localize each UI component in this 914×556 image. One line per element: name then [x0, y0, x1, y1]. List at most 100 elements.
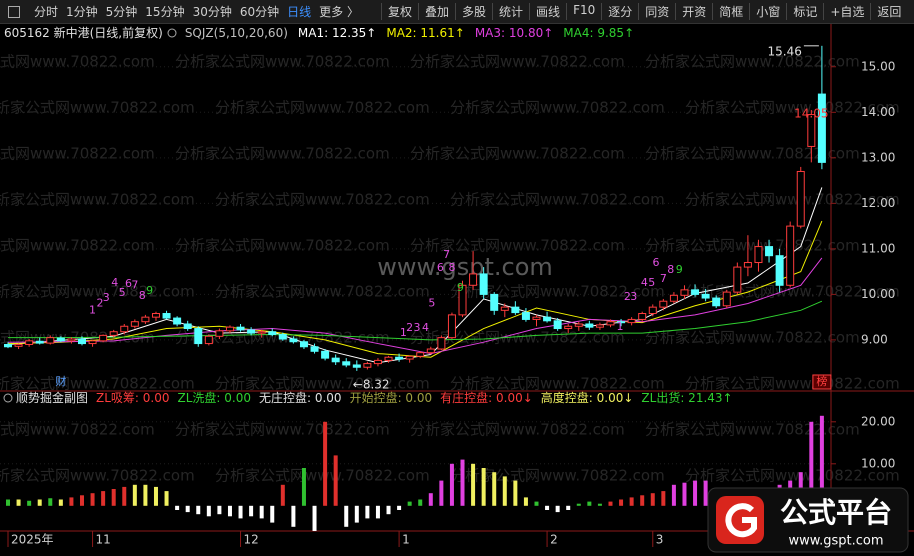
candle-body — [373, 359, 382, 365]
candle-body — [691, 289, 700, 295]
candle-body — [215, 330, 224, 337]
tool-button[interactable]: 简框 — [712, 3, 749, 20]
candle-body — [796, 170, 805, 227]
candle-body — [595, 324, 604, 328]
tool-button[interactable]: 小窗 — [749, 3, 786, 20]
candle-body — [46, 337, 55, 344]
histogram-bar — [227, 505, 232, 517]
histogram-bar — [164, 491, 169, 506]
tool-button[interactable]: 叠加 — [418, 3, 455, 20]
tool-button[interactable]: F10 — [566, 3, 601, 20]
histogram-bar — [534, 501, 539, 506]
histogram-bar — [323, 421, 328, 506]
histogram-bar — [175, 505, 180, 510]
sub-legend: 顺势掘金副图 ZL吸筹: 0.00 ZL洗盘: 0.00 无庄控盘: 0.00 开始控盘… — [16, 390, 733, 405]
x-tick-label: 11 — [96, 533, 111, 547]
legend-entry: 开始控盘: 0.00 — [350, 390, 433, 405]
period-tab[interactable]: 60分钟 — [239, 5, 280, 19]
period-tab[interactable]: 日线 — [287, 5, 312, 19]
signal-label: 5 — [119, 286, 126, 299]
watermark: 分析家公式网www.70822.com — [215, 283, 430, 301]
watermark: 分析家公式网www.70822.com — [410, 237, 625, 255]
tool-button[interactable]: 逐分 — [601, 3, 638, 20]
histogram-bar — [153, 486, 158, 506]
histogram-bar — [69, 497, 74, 506]
signal-label: 6 — [125, 277, 132, 290]
legend-entry: ZL出货: 21.43↑ — [641, 390, 732, 405]
watermark: 分析家公式网www.70822.com — [410, 421, 625, 439]
period-tab[interactable]: 15分钟 — [145, 5, 185, 19]
legend-entry: MA3: 10.80↑ — [475, 26, 553, 40]
signal-label: 7 — [131, 278, 138, 291]
candle-body — [648, 306, 657, 315]
candle-body — [659, 300, 668, 308]
y-tick-label: 15.00 — [861, 59, 895, 73]
sub-title: 顺势掘金副图 — [16, 390, 88, 405]
candle-body — [25, 340, 34, 345]
candle-body — [817, 93, 826, 163]
tool-button[interactable]: 复权 — [380, 3, 418, 20]
signal-label: 2 — [406, 321, 413, 334]
period-tab[interactable]: 5分钟 — [105, 5, 138, 19]
candle-body — [627, 318, 636, 324]
candle-body — [278, 333, 287, 340]
tool-button[interactable]: 多股 — [455, 3, 492, 20]
period-tab[interactable]: 分时 — [34, 5, 59, 19]
histogram-bar — [566, 505, 571, 510]
candle-body — [701, 293, 710, 299]
tool-button[interactable]: 统计 — [492, 3, 529, 20]
tool-button[interactable]: 标记 — [786, 3, 823, 20]
candle-body — [574, 323, 583, 327]
y-tick-label: 12.00 — [861, 196, 895, 210]
candle-body — [173, 317, 182, 325]
signal-label: 6 — [652, 256, 659, 269]
logo-title: 公式平台 — [780, 496, 892, 529]
histogram-bar — [48, 498, 53, 506]
tool-button[interactable]: 画线 — [529, 3, 566, 20]
y-tick-label: 10.00 — [861, 456, 895, 470]
histogram-bar — [354, 505, 359, 523]
watermark: 分析家公式网www.70822.com — [450, 191, 665, 209]
signal-label: 8 — [448, 261, 455, 274]
watermark: 分析家公式网www.70822.com — [645, 329, 860, 347]
marker-box — [812, 374, 832, 390]
candle-body — [4, 343, 12, 348]
period-tab[interactable]: 更多 〉 — [319, 5, 359, 19]
watermark: 分析家公式网www.70822.com — [215, 99, 430, 117]
candle-body — [606, 321, 615, 326]
period-tab[interactable]: 1分钟 — [66, 5, 98, 19]
candle-body — [225, 326, 234, 332]
candle-body — [416, 352, 425, 357]
y-tick-label: 20.00 — [861, 414, 895, 428]
histogram-bar — [449, 463, 454, 506]
watermark: 分析家公式网www.70822.com — [175, 53, 390, 71]
candle-body — [743, 262, 752, 268]
menu-icon[interactable] — [8, 5, 20, 18]
period-tab[interactable]: 30分钟 — [192, 5, 232, 19]
watermark: 分析家公式网www.70822.com — [0, 237, 155, 255]
histogram-bar — [185, 505, 190, 513]
histogram-bar — [58, 499, 63, 506]
watermark: 分析家公式网www.70822.com — [450, 283, 665, 301]
histogram-bar — [79, 495, 84, 506]
candle-body — [162, 313, 171, 319]
watermark: 分析家公式网www.70822.com — [410, 53, 625, 71]
candle-body — [807, 114, 816, 147]
histogram-bar — [650, 493, 655, 506]
tool-button[interactable]: 返回 — [870, 3, 907, 20]
y-tick-label: 11.00 — [861, 241, 895, 255]
watermark: 分析家公式网www.70822.com — [175, 237, 390, 255]
watermark: 分析家公式网www.70822.com — [450, 375, 665, 393]
legend-entry: MA1: 12.35↑ — [298, 26, 376, 40]
histogram-bar — [238, 505, 243, 519]
watermark: 分析家公式网www.70822.com — [645, 237, 860, 255]
x-tick-label: 3 — [656, 533, 664, 547]
tool-button[interactable]: 开资 — [675, 3, 712, 20]
candle-body — [194, 328, 203, 345]
tool-button[interactable]: 同资 — [638, 3, 675, 20]
candle-body — [765, 246, 774, 257]
tool-button[interactable]: +自选 — [823, 3, 870, 20]
candle-body — [257, 331, 266, 334]
candle-body — [141, 316, 150, 323]
candle-body — [321, 350, 330, 359]
